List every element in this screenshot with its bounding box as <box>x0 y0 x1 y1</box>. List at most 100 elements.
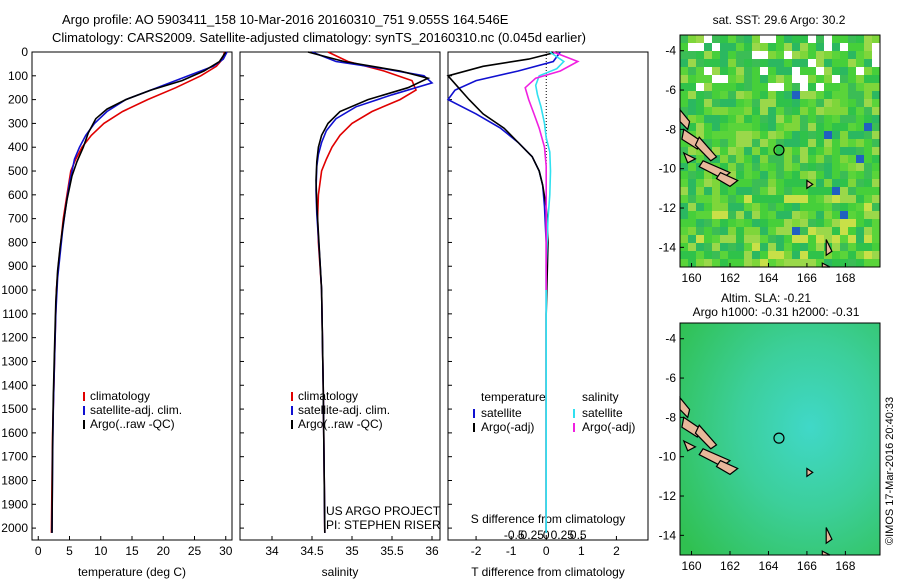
sst-cell <box>760 83 768 91</box>
sst-cell <box>744 219 752 227</box>
sst-cell <box>776 91 784 99</box>
sst-cell <box>776 235 784 243</box>
sst-cell <box>704 243 712 251</box>
sst-cell <box>792 83 800 91</box>
sst-cell <box>816 67 824 75</box>
sst-cell <box>840 179 848 187</box>
sst-cell <box>800 91 808 99</box>
sst-cell <box>688 203 696 211</box>
sst-cell <box>720 259 728 267</box>
sst-cell <box>824 147 832 155</box>
sst-cell <box>680 187 688 195</box>
map-x-tick-label: 164 <box>758 271 778 285</box>
sst-cell <box>816 179 824 187</box>
sst-cell <box>808 131 816 139</box>
sst-cell <box>736 107 744 115</box>
sst-cell <box>768 139 776 147</box>
sst-cell <box>712 107 720 115</box>
sst-cell <box>800 99 808 107</box>
sst-cell <box>704 43 712 51</box>
sst-cell <box>824 259 832 267</box>
temperature-y-tick-label: 500 <box>8 164 28 178</box>
sst-cell <box>848 259 856 267</box>
map-y-tick-label: -10 <box>659 162 677 176</box>
sst-cell <box>688 235 696 243</box>
sst-cell <box>696 67 704 75</box>
sst-cell <box>832 147 840 155</box>
sst-cell <box>840 139 848 147</box>
sst-cell <box>760 107 768 115</box>
temperature-y-tick-label: 300 <box>8 116 28 130</box>
sst-cell <box>824 195 832 203</box>
sst-cell <box>816 99 824 107</box>
sst-cell <box>864 187 872 195</box>
sst-cell <box>864 131 872 139</box>
sst-cell <box>776 163 784 171</box>
sst-cell <box>784 75 792 83</box>
sst-cell <box>752 259 760 267</box>
sst-cell <box>848 131 856 139</box>
sst-cell <box>704 155 712 163</box>
sst-cell <box>872 187 880 195</box>
sst-cell <box>760 203 768 211</box>
legend-entry: satellite <box>582 406 623 420</box>
sst-cell <box>800 51 808 59</box>
sst-cell <box>784 203 792 211</box>
difference-series-line <box>446 51 561 533</box>
sst-cell <box>776 67 784 75</box>
sst-cell <box>808 235 816 243</box>
temperature-y-tick-label: 1300 <box>1 354 28 368</box>
sst-cell <box>864 91 872 99</box>
sst-cell <box>792 75 800 83</box>
sst-cell <box>696 51 704 59</box>
sst-cell <box>848 91 856 99</box>
sst-cell <box>696 43 704 51</box>
sst-cell <box>792 107 800 115</box>
sst-cell <box>808 91 816 99</box>
sst-cell <box>744 59 752 67</box>
sst-cell <box>688 219 696 227</box>
sst-cell <box>744 259 752 267</box>
sst-cell <box>768 203 776 211</box>
sst-cell <box>752 203 760 211</box>
sst-cell <box>840 115 848 123</box>
sst-cell <box>776 211 784 219</box>
sst-cell <box>840 251 848 259</box>
sst-cell <box>728 259 736 267</box>
temperature-y-tick-label: 1400 <box>1 378 28 392</box>
sst-cell <box>816 227 824 235</box>
sst-cell <box>856 107 864 115</box>
sst-cell <box>864 171 872 179</box>
sst-cell <box>768 179 776 187</box>
sst-cell <box>808 67 816 75</box>
sst-cell <box>808 259 816 267</box>
legend-entry: climatology <box>90 389 150 403</box>
sst-cell <box>768 147 776 155</box>
sst-cell <box>832 235 840 243</box>
sst-cell <box>720 51 728 59</box>
sst-cell <box>704 99 712 107</box>
sst-cell <box>712 187 720 195</box>
sst-cell <box>856 59 864 67</box>
sst-cell <box>856 171 864 179</box>
sst-cell <box>848 219 856 227</box>
sst-cell <box>752 171 760 179</box>
sst-cell <box>760 35 768 43</box>
sst-cell <box>824 83 832 91</box>
sst-cell <box>792 203 800 211</box>
sst-cell <box>832 187 840 195</box>
sst-cell <box>768 131 776 139</box>
sst-cell <box>688 51 696 59</box>
map-y-tick-label: -4 <box>665 44 676 58</box>
sst-cell <box>856 43 864 51</box>
salinity-x-label: salinity <box>322 565 359 579</box>
pi-label: PI: STEPHEN RISER <box>326 518 441 532</box>
sst-cell <box>808 203 816 211</box>
map-x-tick-label: 166 <box>797 271 817 285</box>
sst-cell <box>856 67 864 75</box>
sst-cell <box>760 179 768 187</box>
sst-cell <box>792 99 800 107</box>
sst-cell <box>712 115 720 123</box>
sst-cell <box>784 259 792 267</box>
sst-cell <box>760 67 768 75</box>
